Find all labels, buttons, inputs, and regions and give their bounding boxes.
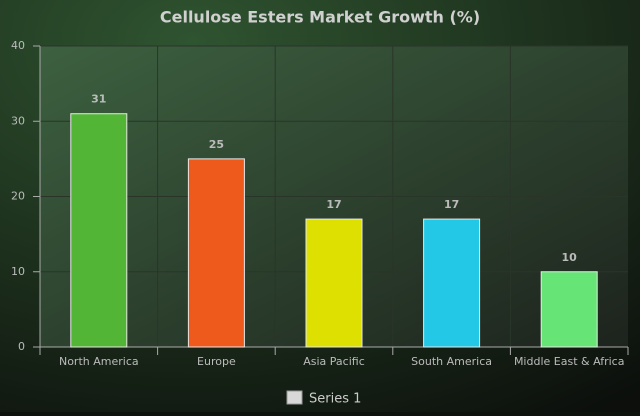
y-tick-label: 40 (11, 39, 25, 52)
y-tick-label: 10 (11, 265, 25, 278)
data-label: 31 (91, 93, 106, 106)
legend-label: Series 1 (309, 392, 361, 407)
x-tick-label: Europe (197, 355, 236, 368)
data-label: 17 (444, 198, 459, 211)
bar (305, 218, 363, 348)
y-tick-label: 0 (18, 340, 25, 353)
y-tick-label: 30 (11, 114, 25, 127)
y-tick-label: 20 (11, 190, 25, 203)
legend-swatch (286, 390, 303, 405)
x-tick-label: South America (411, 355, 492, 368)
chart-title: Cellulose Esters Market Growth (%) (160, 8, 480, 27)
bar (187, 158, 245, 348)
bar (70, 113, 128, 348)
x-tick-label: Middle East & Africa (514, 355, 625, 368)
x-tick-label: North America (59, 355, 139, 368)
bar (423, 218, 481, 348)
bar (540, 271, 598, 348)
data-label: 10 (562, 251, 578, 264)
x-tick-label: Asia Pacific (303, 355, 365, 368)
data-label: 25 (209, 138, 224, 151)
data-label: 17 (326, 198, 341, 211)
